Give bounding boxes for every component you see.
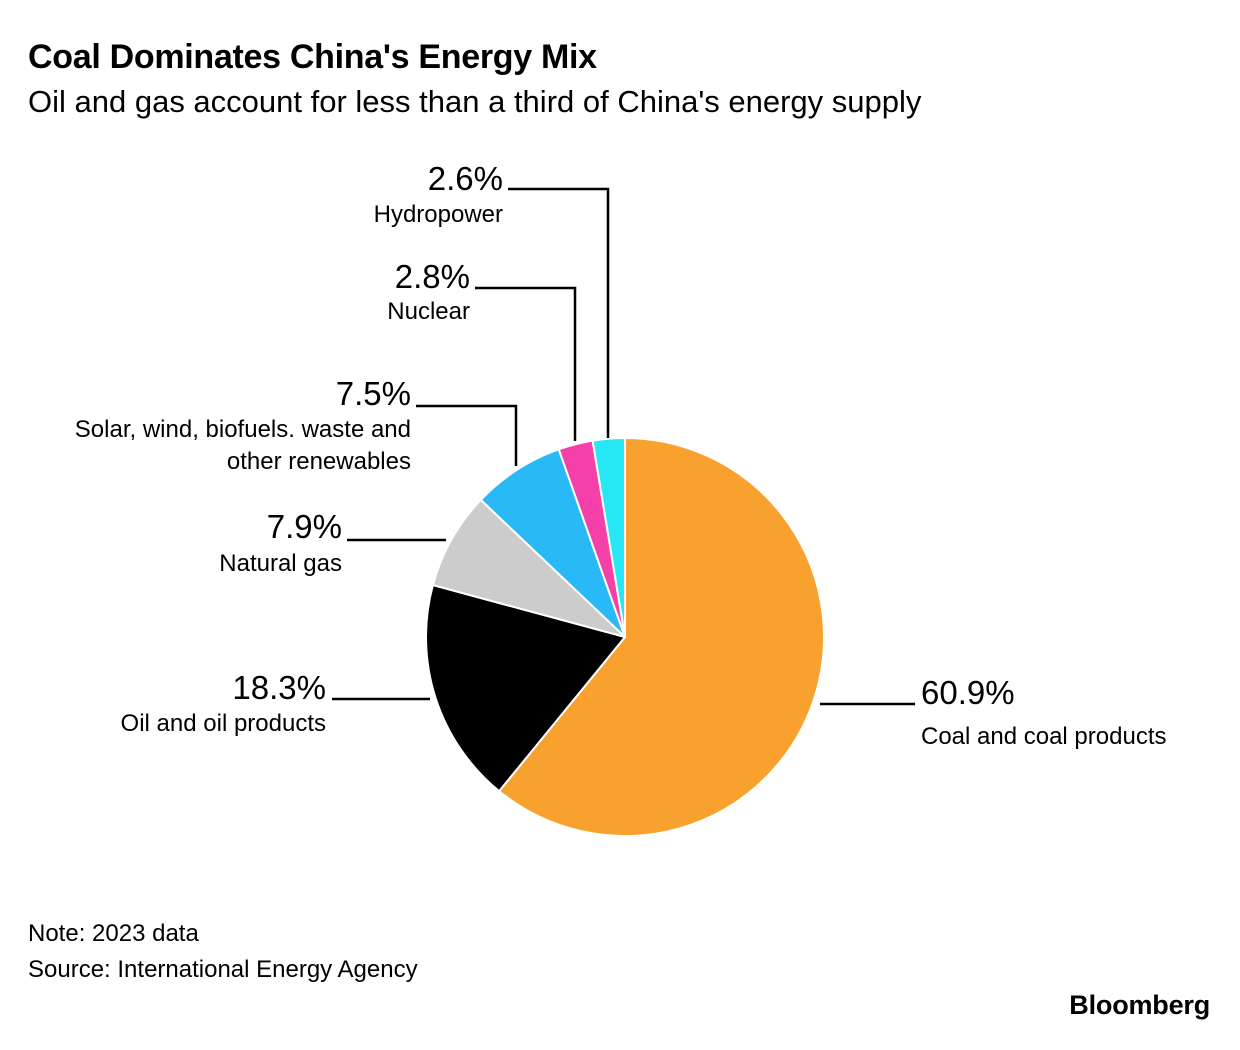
category-label-solar-wind-biofuels-waste-and-other-renewables-line-2: other renewables	[227, 448, 411, 475]
bloomberg-logo: Bloomberg	[1069, 990, 1210, 1020]
category-label-hydropower: Hydropower	[374, 201, 503, 228]
category-label-nuclear: Nuclear	[387, 298, 470, 325]
slice-labels: 60.9% Coal and coal products 18.3% Oil and …	[75, 160, 1167, 750]
category-label-natural-gas: Natural gas	[219, 550, 342, 577]
pie-slice-oil-and-oil-products	[425, 584, 626, 793]
category-label-coal-and-coal-products: Coal and coal products	[921, 723, 1166, 750]
value-label-nuclear: 2.8%	[395, 258, 470, 295]
chart-title: Coal Dominates China's Energy Mix	[28, 38, 597, 76]
leader-line-solar-wind-biofuels-waste-and-other-renewables	[416, 404, 518, 466]
category-label-solar-wind-biofuels-waste-and-other-renewables-line-1: Solar, wind, biofuels. waste and	[75, 416, 411, 443]
value-label-natural-gas: 7.9%	[267, 508, 342, 545]
category-label-oil-and-oil-products: Oil and oil products	[121, 710, 326, 737]
value-label-oil-and-oil-products: 18.3%	[232, 669, 326, 706]
pie-slices	[425, 437, 825, 837]
value-label-coal-and-coal-products: 60.9%	[921, 674, 1015, 711]
pie-slice-coal-and-coal-products	[498, 437, 825, 837]
value-label-hydropower: 2.6%	[428, 160, 503, 197]
value-label-solar-wind-biofuels-waste-and-other-renewables: 7.5%	[336, 375, 411, 412]
pie-slice-hydropower	[591, 437, 626, 638]
leader-line-hydropower	[508, 187, 610, 438]
leader-line-nuclear	[475, 286, 577, 441]
footer-note: Note: 2023 data	[28, 920, 199, 947]
leader-lines	[332, 187, 915, 706]
pie-slice-natural-gas	[431, 498, 626, 638]
footer-source: Source: International Energy Agency	[28, 956, 418, 983]
chart-subtitle: Oil and gas account for less than a thir…	[28, 84, 922, 119]
